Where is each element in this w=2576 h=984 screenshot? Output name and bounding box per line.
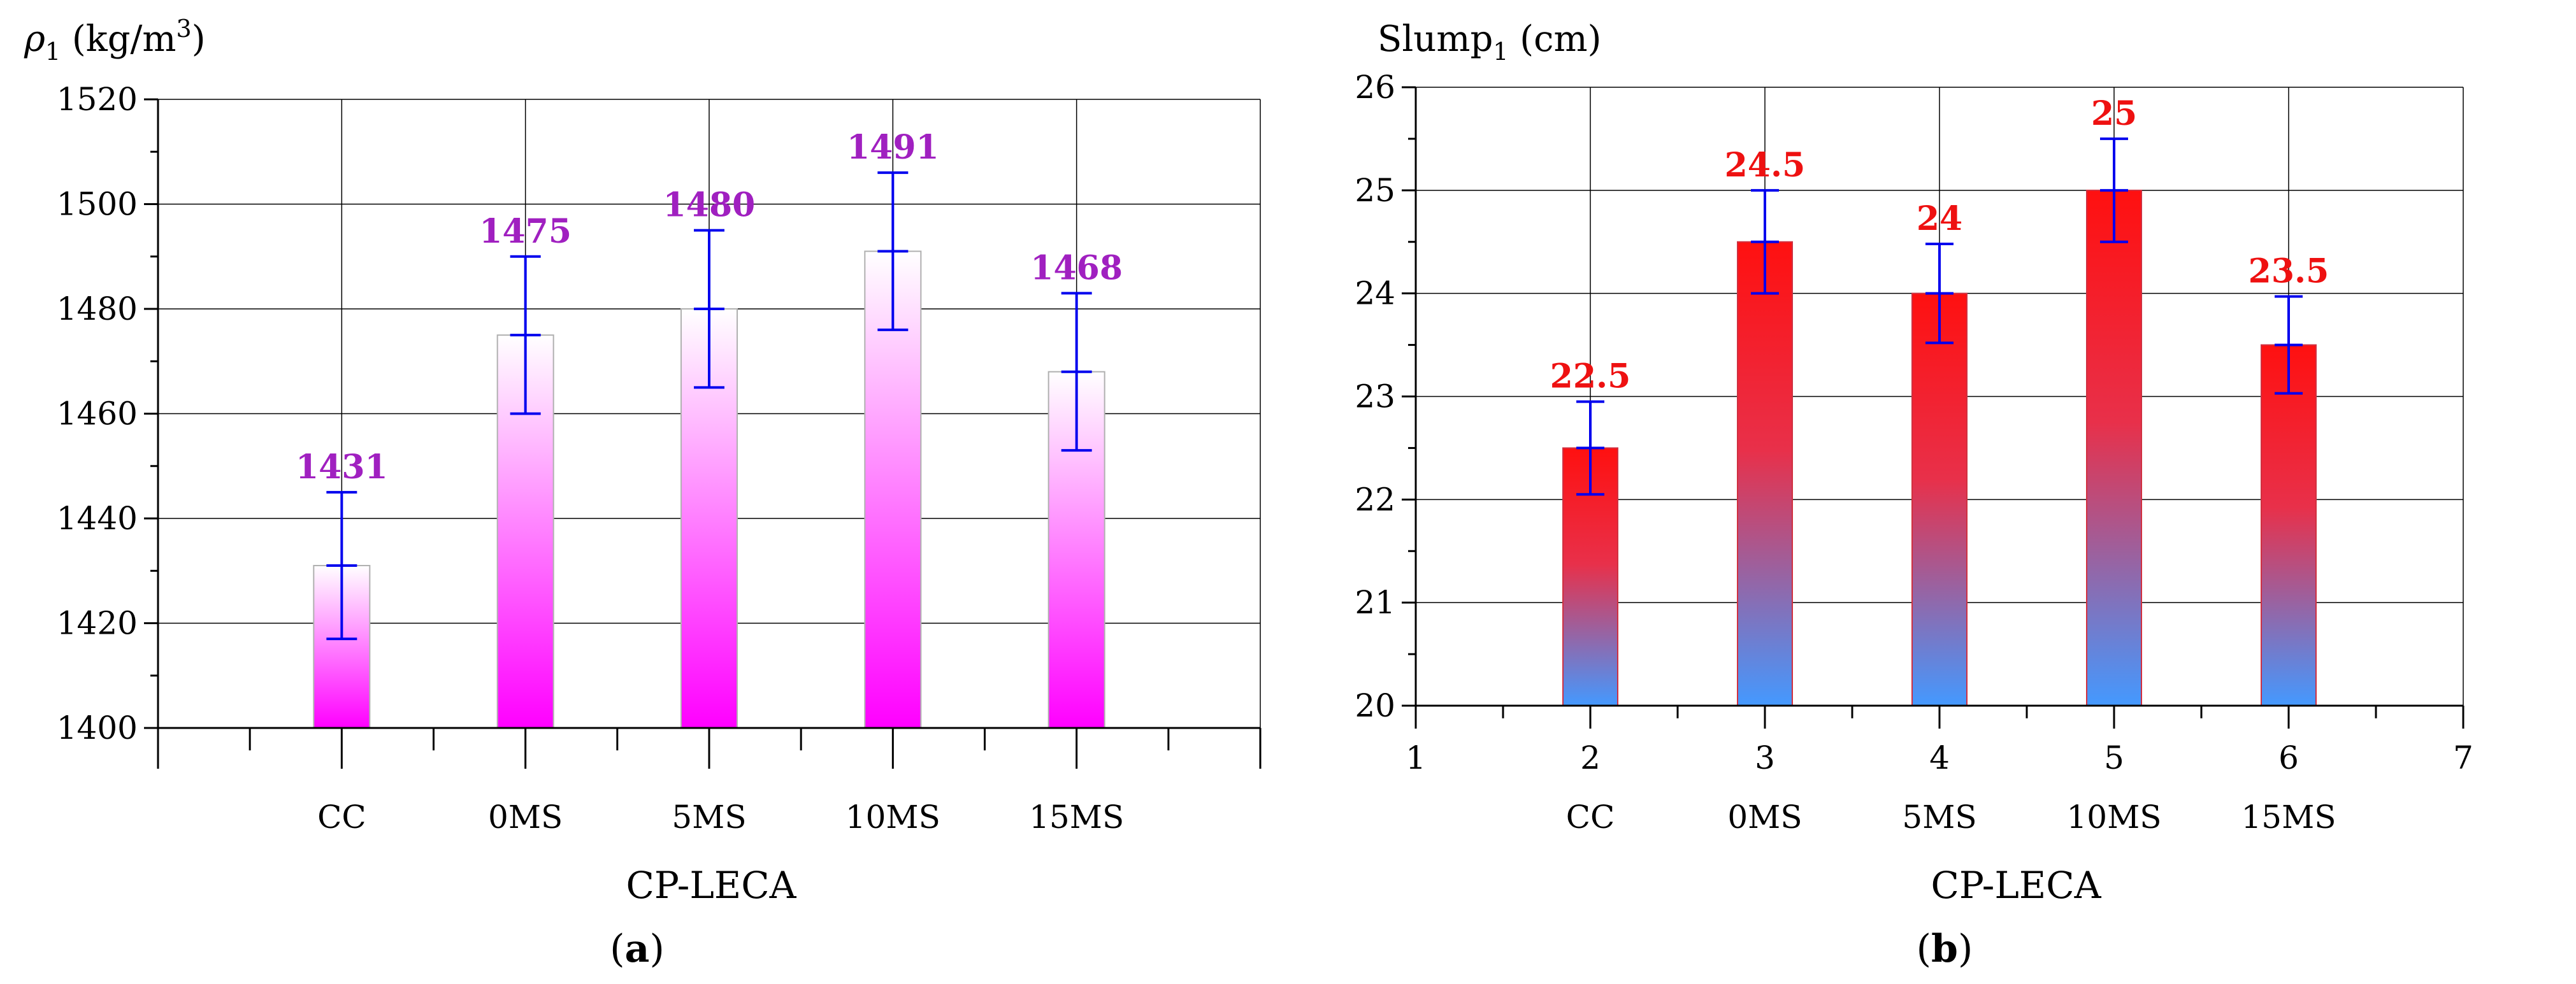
chart-b-y-tick-label: 23 <box>1355 378 1395 415</box>
chart-b-y-tick-label: 24 <box>1355 275 1395 312</box>
chart-a-x-category-label: 15MS <box>1029 799 1124 836</box>
chart-b-x-category-label: 10MS <box>2066 799 2161 836</box>
chart-b-x-number-label: 3 <box>1755 739 1775 776</box>
chart-b-x-category-label: CC <box>1566 799 1615 836</box>
chart-a-axes <box>144 98 1262 769</box>
chart-a-value-label-15MS: 1468 <box>1030 248 1123 287</box>
chart-b-y-tick-label: 21 <box>1355 584 1395 621</box>
chart-b-value-label-10MS: 25 <box>2091 94 2137 133</box>
chart-b-value-label-15MS: 23.5 <box>2249 252 2329 291</box>
chart-a-caption: (a) <box>610 927 665 971</box>
chart-b-x-category-label: 15MS <box>2241 799 2336 836</box>
chart-b-x-number-label: 4 <box>1929 739 1950 776</box>
chart-b-bar-5MS <box>1911 292 1968 706</box>
chart-a-value-label-CC: 1431 <box>296 448 388 487</box>
chart-b-value-label-5MS: 24 <box>1917 199 1962 238</box>
chart-b-y-tick-labels: 20 21 22 23 24 25 26 <box>1355 69 1395 724</box>
chart-b-x-number-label: 1 <box>1406 739 1426 776</box>
chart-a-y-tick-label: 1500 <box>57 186 138 223</box>
chart-b-x-number-label: 2 <box>1580 739 1601 776</box>
chart-a-x-tick-labels: CC 0MS 5MS 10MS 15MS <box>317 799 1124 836</box>
chart-b-y-tick-label: 20 <box>1355 687 1395 724</box>
chart-b-y-tick-label: 22 <box>1355 481 1395 518</box>
chart-b-y-tick-label: 26 <box>1355 69 1395 106</box>
chart-a-value-label-0MS: 1475 <box>479 212 572 251</box>
chart-a-x-category-label: 10MS <box>845 799 940 836</box>
chart-a-y-tick-label: 1480 <box>57 290 138 327</box>
chart-a: 1431 1475 1480 1491 1468 1400 1420 1440 1460 148… <box>24 15 1262 971</box>
chart-a-x-category-label: 0MS <box>488 799 563 836</box>
chart-b-y-axis-label: Slump1 (cm) <box>1378 18 1601 66</box>
chart-a-y-tick-label: 1460 <box>57 396 138 432</box>
chart-a-bars: 1431 1475 1480 1491 1468 <box>296 128 1123 729</box>
chart-b-x-category-label: 5MS <box>1902 799 1976 836</box>
chart-b-value-label-0MS: 24.5 <box>1725 146 1806 185</box>
chart-b-caption: (b) <box>1917 927 1973 971</box>
chart-a-x-category-label: 5MS <box>672 799 746 836</box>
chart-b-bar-15MS <box>2261 344 2317 706</box>
chart-a-value-label-10MS: 1491 <box>847 128 939 167</box>
chart-a-y-axis-label: ρ1 (kg/m3) <box>24 15 206 66</box>
chart-a-y-tick-label: 1400 <box>57 709 138 746</box>
chart-b-x-number-label: 7 <box>2453 739 2473 776</box>
chart-b-bars: 22.5 24.5 24 25 23.5 <box>1550 94 2329 707</box>
chart-a-y-tick-label: 1520 <box>57 81 138 118</box>
chart-b-x-category-label: 0MS <box>1727 799 1802 836</box>
chart-b-x-axis-label: CP-LECA <box>1931 864 2102 907</box>
chart-b-bar-10MS <box>2086 189 2142 707</box>
chart-b-y-tick-label: 25 <box>1355 172 1395 209</box>
chart-b-value-label-CC: 22.5 <box>1550 357 1631 396</box>
chart-a-x-axis-label: CP-LECA <box>626 864 797 907</box>
chart-b-bar-0MS <box>1737 241 1793 706</box>
chart-b-x-number-label: 5 <box>2104 739 2124 776</box>
chart-a-y-tick-label: 1420 <box>57 605 138 642</box>
chart-b-axes <box>1402 86 2464 729</box>
chart-a-y-tick-labels: 1400 1420 1440 1460 1480 1500 1520 <box>57 81 138 746</box>
chart-a-x-category-label: CC <box>317 799 366 836</box>
chart-b-x-number-label: 6 <box>2278 739 2299 776</box>
chart-a-value-label-5MS: 1480 <box>663 186 756 225</box>
chart-b-x-tick-labels: 1 2 3 4 5 6 7 CC 0MS 5MS 10MS 15MS <box>1406 739 2473 836</box>
chart-a-y-tick-label: 1440 <box>57 500 138 537</box>
